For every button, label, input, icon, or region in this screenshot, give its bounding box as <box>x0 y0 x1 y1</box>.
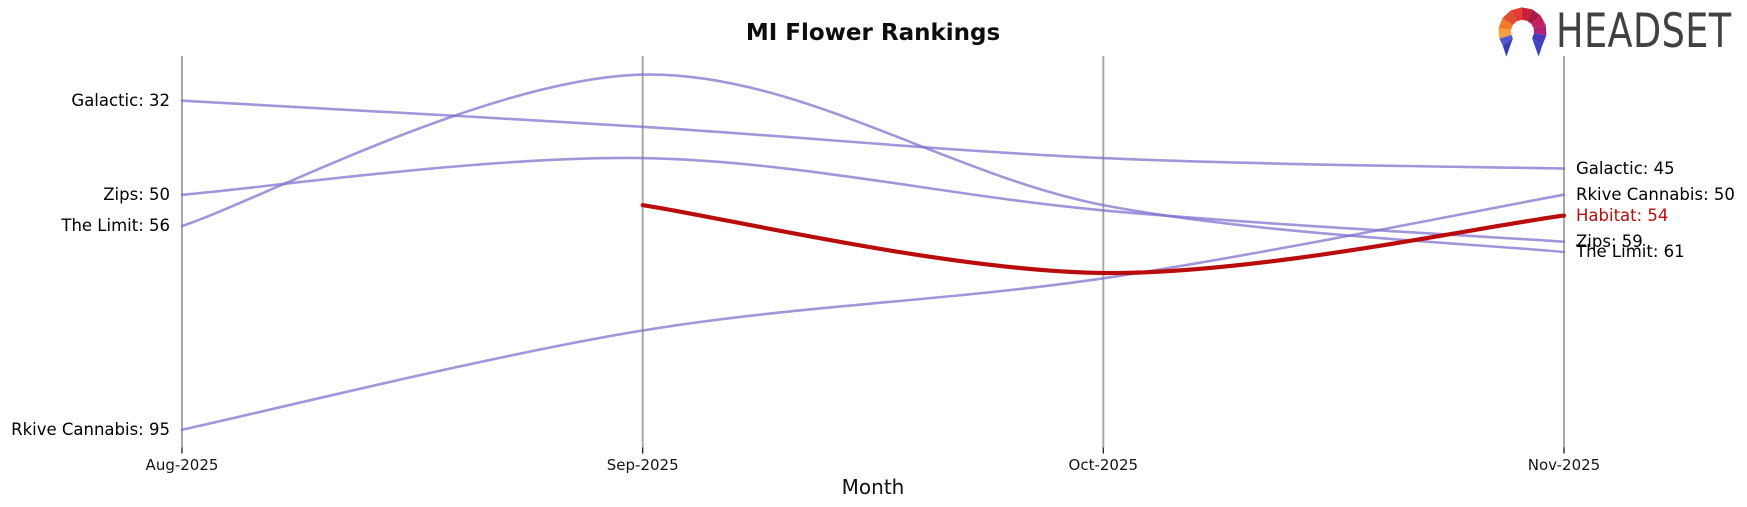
logo-facet <box>1533 24 1547 36</box>
tick-label-oct-2025: Oct-2025 <box>1068 456 1139 474</box>
right-label-zips: Zips: 59 <box>1576 231 1643 251</box>
logo-facet <box>1521 7 1533 21</box>
series-line-rkive-cannabis <box>180 193 1566 431</box>
logo-facet <box>1510 7 1523 22</box>
left-label-galactic: Galactic: 32 <box>71 90 170 110</box>
headset-logo: HEADSET <box>1494 4 1747 59</box>
series-line-habitat <box>640 203 1567 276</box>
logo-facet <box>1499 34 1513 46</box>
logo-facet <box>1532 38 1543 57</box>
logo-facet <box>1498 28 1512 39</box>
series-line-zips <box>180 156 1566 243</box>
tick-label-nov-2025: Nov-2025 <box>1527 456 1601 474</box>
tick-label-aug-2025: Aug-2025 <box>145 456 219 474</box>
right-label-the-limit: The Limit: 61 <box>1576 242 1685 262</box>
series-line-the-limit <box>180 73 1566 254</box>
logo-facet <box>1531 15 1546 29</box>
right-label-rkive-cannabis: Rkive Cannabis: 50 <box>1576 184 1735 204</box>
logo-facet <box>1502 10 1517 25</box>
headset-logo-mark-icon <box>1498 7 1547 57</box>
chart-title: MI Flower Rankings <box>745 20 1001 46</box>
left-label-the-limit: The Limit: 56 <box>61 216 170 236</box>
logo-facet <box>1532 33 1547 46</box>
left-label-zips: Zips: 50 <box>103 184 170 204</box>
logo-facet <box>1502 38 1513 57</box>
logo-facet <box>1498 17 1513 30</box>
series-line-galactic <box>180 99 1566 170</box>
tick-label-sep-2025: Sep-2025 <box>606 456 679 474</box>
right-label-galactic: Galactic: 45 <box>1576 158 1675 178</box>
left-label-rkive-cannabis: Rkive Cannabis: 95 <box>11 419 170 439</box>
x-axis-label: Month <box>841 475 905 499</box>
logo-facet <box>1527 9 1541 24</box>
right-label-habitat: Habitat: 54 <box>1576 205 1669 225</box>
headset-logo-wordmark: HEADSET <box>1556 3 1732 59</box>
